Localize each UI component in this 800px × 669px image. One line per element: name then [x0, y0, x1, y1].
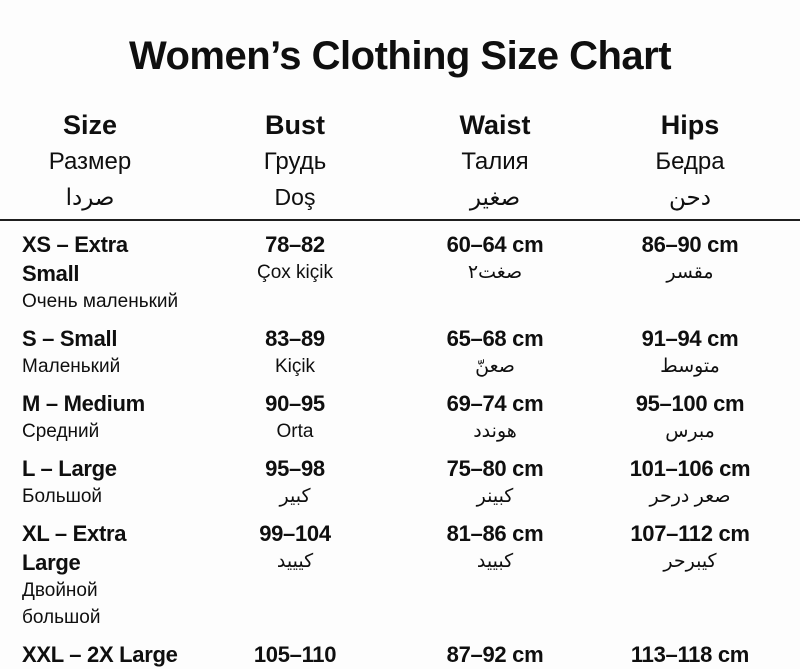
bust-cell: 83–89 Kiçik	[180, 324, 410, 380]
waist-sublabel: صغت٢	[467, 262, 523, 283]
size-cell: XL – Extra Large Двойной большой	[0, 519, 180, 631]
hips-cell: 101–106 cm صعر درحر	[580, 454, 800, 510]
column-header-hips: Hips Бедра دحن	[580, 106, 800, 215]
size-sublabel: Двойной большой	[22, 580, 101, 628]
size-label: XS – Extra Small	[22, 232, 128, 286]
size-sublabel: Большой	[22, 486, 103, 507]
size-label: S – Small	[22, 326, 118, 351]
bust-sublabel: Çox kiçik	[256, 262, 333, 283]
size-label: L – Large	[22, 456, 117, 481]
column-header-waist-native: صغير	[469, 184, 521, 210]
bust-value: 95–98	[265, 456, 325, 481]
table-row-l: L – Large Большой 95–98 كبير 75–80 cm كب…	[0, 445, 800, 510]
size-cell: XXL – 2X Large	[0, 640, 180, 669]
hips-sublabel: مقسر	[666, 262, 714, 283]
waist-sublabel: هوندد	[473, 421, 517, 442]
column-header-waist: Waist Талия صغير	[410, 106, 580, 215]
hips-sublabel: مبرس	[665, 421, 715, 442]
column-header-hips-native: دحن	[669, 184, 711, 210]
column-header-bust-ru: Грудь	[263, 148, 327, 175]
table-row-xs: XS – Extra Small Очень маленький 78–82 Ç…	[0, 221, 800, 315]
hips-value: 101–106 cm	[629, 456, 751, 481]
column-header-waist-ru: Талия	[461, 148, 529, 175]
size-chart-page: Women’s Clothing Size Chart Size Размер …	[0, 34, 800, 667]
waist-value: 75–80 cm	[446, 456, 544, 481]
waist-value: 69–74 cm	[446, 391, 544, 416]
waist-cell: 75–80 cm كبينر	[410, 454, 580, 510]
bust-sublabel: Orta	[276, 421, 314, 442]
size-cell: L – Large Большой	[0, 454, 180, 510]
hips-value: 95–100 cm	[635, 391, 745, 416]
size-label: XL – Extra Large	[22, 521, 127, 575]
column-header-bust-en: Bust	[265, 110, 325, 140]
bust-value: 83–89	[265, 326, 325, 351]
waist-sublabel: كبييد	[476, 551, 514, 572]
hips-cell: 113–118 cm	[580, 640, 800, 669]
waist-cell: 60–64 cm صغت٢	[410, 230, 580, 315]
waist-value: 87–92 cm	[446, 642, 544, 667]
size-sublabel: Средний	[22, 421, 100, 442]
column-header-size-ru: Размер	[48, 148, 132, 175]
bust-cell: 90–95 Orta	[180, 389, 410, 445]
hips-cell: 107–112 cm كيبرحر	[580, 519, 800, 631]
hips-value: 86–90 cm	[641, 232, 739, 257]
size-label: M – Medium	[22, 391, 145, 416]
column-header-bust-native: Doş	[274, 184, 316, 210]
size-cell: M – Medium Средний	[0, 389, 180, 445]
column-header-waist-en: Waist	[459, 110, 531, 140]
hips-cell: 91–94 cm متوسط	[580, 324, 800, 380]
hips-value: 113–118 cm	[630, 642, 750, 667]
column-header-bust: Bust Грудь Doş	[180, 106, 410, 215]
size-sublabel: Маленький	[22, 356, 121, 377]
waist-cell: 81–86 cm كبييد	[410, 519, 580, 631]
bust-value: 78–82	[265, 232, 325, 257]
column-header-hips-en: Hips	[660, 110, 720, 140]
table-row-xl: XL – Extra Large Двойной большой 99–104 …	[0, 510, 800, 631]
bust-value: 99–104	[259, 521, 331, 546]
column-header-size: Size Размер صردا	[0, 106, 180, 215]
size-label: XXL – 2X Large	[22, 642, 178, 667]
size-cell: XS – Extra Small Очень маленький	[0, 230, 180, 315]
column-header-size-en: Size	[62, 110, 118, 140]
bust-cell: 95–98 كبير	[180, 454, 410, 510]
bust-value: 90–95	[265, 391, 325, 416]
waist-value: 60–64 cm	[446, 232, 544, 257]
table-header: Size Размер صردا Bust Грудь Doş Waist Та…	[0, 106, 800, 215]
waist-cell: 69–74 cm هوندد	[410, 389, 580, 445]
waist-value: 81–86 cm	[446, 521, 544, 546]
size-cell: S – Small Маленький	[0, 324, 180, 380]
hips-sublabel: صعر درحر	[649, 486, 731, 507]
waist-sublabel: كبينر	[476, 486, 514, 507]
table-row-m: M – Medium Средний 90–95 Orta 69–74 cm ه…	[0, 380, 800, 445]
column-header-size-native: صردا	[65, 184, 115, 210]
bust-cell: 78–82 Çox kiçik	[180, 230, 410, 315]
bust-sublabel: Kiçik	[274, 356, 316, 377]
waist-cell: 65–68 cm صعنّ	[410, 324, 580, 380]
waist-value: 65–68 cm	[446, 326, 544, 351]
table-row-s: S – Small Маленький 83–89 Kiçik 65–68 cm…	[0, 315, 800, 380]
hips-cell: 95–100 cm مبرس	[580, 389, 800, 445]
header-divider	[0, 219, 800, 221]
hips-value: 91–94 cm	[641, 326, 739, 351]
column-header-hips-ru: Бедра	[655, 148, 725, 175]
bust-value: 105–110	[253, 642, 337, 667]
bust-cell: 99–104 كيييد	[180, 519, 410, 631]
hips-cell: 86–90 cm مقسر	[580, 230, 800, 315]
waist-sublabel: صعنّ	[475, 356, 515, 377]
bust-sublabel: كيييد	[276, 551, 314, 572]
bust-sublabel: كبير	[279, 486, 311, 507]
hips-sublabel: متوسط	[660, 356, 720, 377]
hips-sublabel: كيبرحر	[663, 551, 717, 572]
table-row-xxl: XXL – 2X Large 105–110 87–92 cm 113–118 …	[0, 631, 800, 669]
size-sublabel: Очень маленький	[22, 291, 179, 312]
waist-cell: 87–92 cm	[410, 640, 580, 669]
page-title: Women’s Clothing Size Chart	[128, 34, 672, 78]
bust-cell: 105–110	[180, 640, 410, 669]
hips-value: 107–112 cm	[630, 521, 750, 546]
